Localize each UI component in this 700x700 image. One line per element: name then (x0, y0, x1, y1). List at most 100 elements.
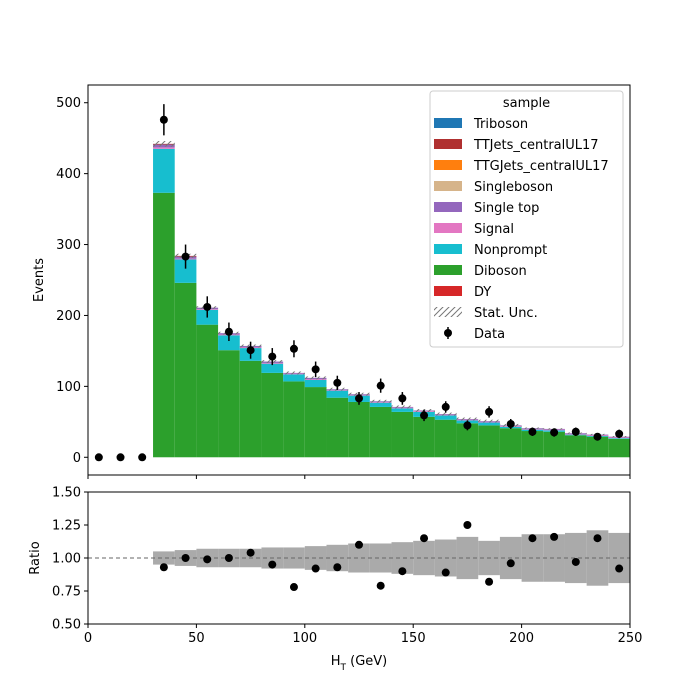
ratio-unc-bin (153, 551, 175, 565)
data-point (224, 327, 233, 336)
legend-swatch (434, 160, 462, 170)
ratio-point (203, 555, 212, 564)
legend-label: TTJets_centralUL17 (473, 138, 599, 153)
stack-bar (434, 415, 457, 420)
legend-box (429, 90, 624, 348)
legend-item: Data (444, 327, 505, 342)
data-point (463, 421, 472, 430)
legend-label: Diboson (474, 264, 527, 279)
stat-unc-bin (456, 417, 479, 421)
ratio-y-tick-label: 1.00 (52, 552, 81, 567)
ratio-panel: 0.50 0.75 1.00 1.25 1.50 0 50 100 150 200 250 Ratio… (28, 486, 642, 674)
stack-bar (413, 416, 435, 458)
legend-item: Stat. Unc. (434, 306, 538, 321)
stack-bar (304, 387, 327, 458)
stack-bar (196, 324, 219, 458)
stack-bar (478, 425, 500, 458)
stack-bar (239, 360, 262, 458)
data-point (528, 427, 537, 436)
ratio-point (528, 534, 537, 543)
data-point (420, 411, 429, 420)
ratio-point (441, 568, 450, 577)
ratio-point (159, 563, 168, 572)
stack-bar (174, 282, 197, 458)
stack-bar (608, 438, 630, 439)
stack-bar (499, 428, 522, 458)
stack-bar (283, 381, 305, 458)
y-tick-label: 200 (56, 309, 81, 324)
y-tick-label: 400 (56, 167, 81, 182)
legend-label: Stat. Unc. (474, 306, 538, 321)
legend-label: Data (474, 327, 505, 342)
x-tick-label: 250 (618, 631, 643, 646)
legend-item: Diboson (434, 264, 527, 279)
ratio-point (593, 534, 602, 543)
ratio-point (506, 559, 515, 568)
legend-swatch (434, 139, 462, 149)
ratio-point (311, 564, 320, 573)
data-point (181, 252, 190, 261)
stack-bar (543, 431, 565, 458)
stat-unc-bin (369, 399, 392, 403)
stack-bar (391, 411, 414, 458)
stat-unc-bin (304, 376, 327, 380)
stat-unc-bin (283, 371, 305, 375)
stack-bar (369, 402, 392, 407)
data-point (441, 402, 450, 411)
ratio-y-tick-label: 1.25 (52, 519, 81, 534)
stack-bar (586, 436, 609, 458)
data-point (376, 381, 385, 390)
ratio-point (376, 581, 385, 590)
ratio-point (333, 563, 342, 572)
legend: sample Triboson TTJets_centralUL17 TTGJets_… (429, 90, 624, 348)
stack-bar (153, 192, 175, 458)
stack-bar (369, 406, 392, 458)
legend-item: Single top (434, 201, 539, 216)
data-point (289, 344, 298, 353)
ratio-point (615, 564, 624, 573)
legend-item: Nonprompt (434, 243, 547, 258)
data-point (268, 352, 277, 361)
legend-swatch (434, 265, 462, 275)
ratio-y-axis-label: Ratio (28, 541, 43, 574)
legend-label: Triboson (473, 117, 528, 132)
legend-swatch (434, 181, 462, 191)
ratio-point (355, 540, 363, 549)
data-point (593, 432, 602, 441)
legend-swatch (434, 244, 462, 254)
legend-item: TTGJets_centralUL17 (434, 159, 609, 174)
x-tick-label: 200 (509, 631, 534, 646)
stack-area (153, 141, 630, 458)
legend-swatch (434, 223, 462, 233)
stack-bar (304, 379, 327, 388)
stack-bar (218, 350, 240, 458)
ratio-unc-bin (326, 544, 349, 572)
ratio-point (550, 532, 559, 541)
ratio-y-tick-label: 0.50 (52, 618, 81, 633)
stat-unc-bin (478, 419, 500, 423)
legend-item: Triboson (434, 117, 528, 132)
ratio-point (268, 560, 277, 569)
data-point (138, 453, 147, 462)
ratio-point (224, 554, 233, 562)
stack-bar (348, 401, 370, 458)
legend-item: Singleboson (434, 180, 553, 195)
data-point (311, 365, 320, 374)
ratio-point (246, 548, 255, 557)
stat-unc-bin (153, 141, 175, 147)
stack-bar (456, 423, 479, 458)
data-point (203, 302, 212, 311)
stack-bar (153, 148, 175, 193)
stack-bar (521, 431, 544, 458)
x-tick-label: 100 (292, 631, 317, 646)
ratio-unc-bin (369, 543, 392, 573)
stack-bar (391, 408, 414, 412)
y-tick-label: 500 (56, 96, 81, 111)
stack-bar (326, 390, 349, 398)
ratio-point (571, 557, 580, 566)
ratio-point (398, 567, 407, 576)
stack-bar (304, 379, 327, 380)
legend-label: DY (474, 285, 491, 300)
data-point (355, 394, 363, 403)
